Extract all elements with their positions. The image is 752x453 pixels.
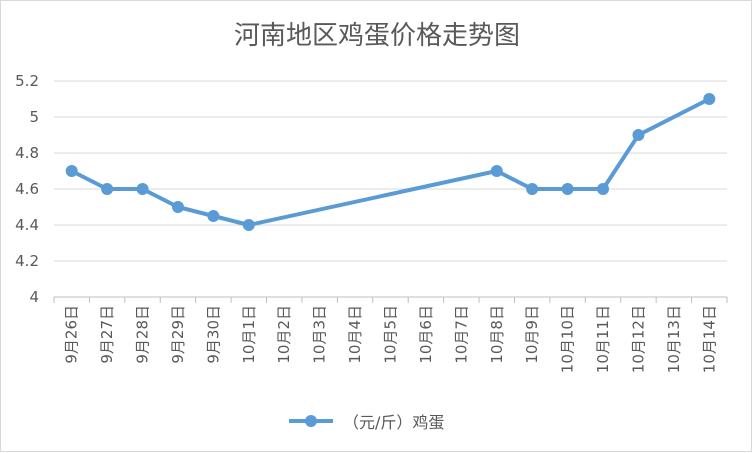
legend: （元/斤）鸡蛋 [287, 409, 444, 433]
x-tick-label: 9月26日 [63, 305, 81, 364]
x-tick-label: 10月9日 [523, 305, 541, 364]
x-tick-label: 10月4日 [346, 305, 364, 364]
data-point [65, 165, 78, 177]
data-point [101, 183, 114, 195]
data-point [703, 93, 716, 105]
data-point [207, 210, 220, 222]
x-tick-label: 10月2日 [275, 305, 293, 364]
y-tick-label: 4.8 [15, 144, 39, 162]
x-tick-label: 10月6日 [417, 305, 435, 364]
x-tick-label: 10月7日 [452, 305, 470, 364]
data-point [561, 183, 574, 195]
x-tick-label: 10月11日 [594, 305, 612, 373]
x-tick-label: 10月13日 [665, 305, 683, 373]
y-tick-label: 4.6 [15, 180, 39, 198]
data-point [136, 183, 149, 195]
data-point [242, 219, 255, 231]
x-tick-label: 9月28日 [134, 305, 152, 364]
y-tick-label: 5.2 [15, 72, 39, 90]
legend-label: （元/斤）鸡蛋 [343, 413, 445, 432]
legend-swatch-icon [289, 415, 333, 427]
data-point [171, 201, 184, 213]
data-point [597, 183, 610, 195]
y-tick-label: 4 [29, 288, 39, 306]
x-tick-label: 10月8日 [488, 305, 506, 364]
x-tick-label: 10月10日 [559, 305, 577, 373]
data-point [526, 183, 539, 195]
data-point [632, 129, 645, 141]
x-tick-label: 10月1日 [240, 305, 258, 364]
y-tick-label: 4.2 [15, 252, 39, 270]
x-tick-label: 10月14日 [700, 305, 718, 373]
series-line [69, 97, 712, 227]
x-tick-label: 10月5日 [382, 305, 400, 364]
x-tick-label: 10月3日 [311, 305, 329, 364]
x-tick-label: 9月30日 [204, 305, 222, 364]
x-tick-label: 9月29日 [169, 305, 187, 364]
y-tick-label: 5 [29, 108, 39, 126]
x-tick-label: 9月27日 [98, 305, 116, 364]
y-tick-label: 4.4 [15, 216, 39, 234]
x-tick-label: 10月12日 [629, 305, 647, 373]
chart-title: 河南地区鸡蛋价格走势图 [233, 21, 520, 51]
data-point [490, 165, 503, 177]
